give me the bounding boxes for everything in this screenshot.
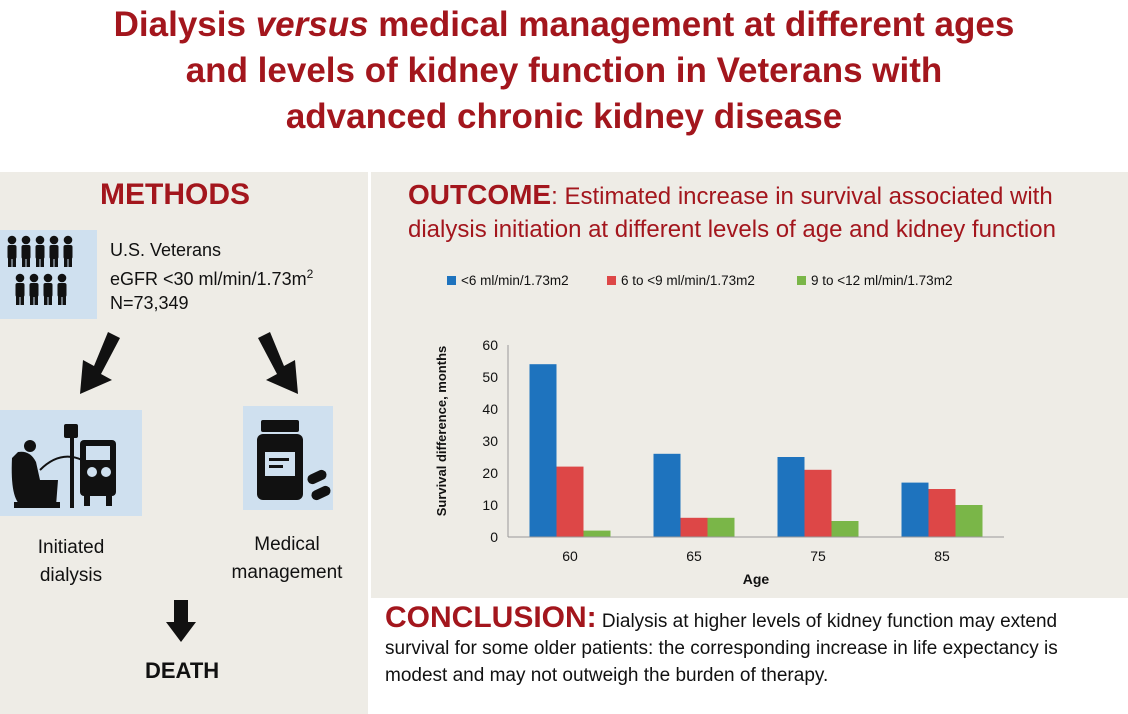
bar-series2-85 — [928, 489, 956, 537]
x-axis-label: Age — [743, 571, 770, 587]
bar-series2-65 — [680, 517, 708, 537]
population-line3: N=73,349 — [110, 293, 189, 313]
people-group-icon — [7, 235, 73, 305]
conclusion-text: CONCLUSION: Dialysis at higher levels of… — [385, 601, 1120, 689]
bar-series1-75 — [777, 457, 805, 537]
legend-swatch — [607, 275, 616, 285]
y-axis-label: Survival difference, months — [434, 346, 449, 517]
y-tick-label: 0 — [490, 529, 498, 545]
conclusion-body: Dialysis at higher levels of kidney func… — [385, 611, 1058, 686]
methods-heading: METHODS — [100, 178, 250, 211]
bar-series1-85 — [901, 482, 929, 537]
arrow-down-icon — [166, 600, 196, 642]
bar-series1-65 — [653, 453, 681, 537]
medication-icon — [243, 406, 333, 510]
outcome-heading: OUTCOME: Estimated increase in survival … — [408, 179, 1056, 243]
legend-item-series2: 6 to <9 ml/min/1.73m2 — [607, 273, 755, 288]
outcome-heading-label: OUTCOME — [408, 179, 552, 210]
title-line1-a: Dialysis — [113, 5, 256, 44]
bar-series2-75 — [804, 469, 832, 537]
population-line2: eGFR <30 ml/min/1.73m2 — [110, 267, 314, 289]
conclusion-heading: CONCLUSION: — [385, 601, 597, 634]
dialysis-icon — [0, 410, 142, 516]
initiated-dialysis-label: Initiated dialysis — [37, 537, 105, 586]
x-tick-label: 75 — [810, 548, 826, 564]
population-icon — [0, 230, 97, 319]
title-line1-em: versus — [255, 5, 369, 44]
bar-series3-65 — [707, 517, 735, 537]
population-line1: U.S. Veterans — [110, 240, 222, 260]
bar-series3-85 — [955, 505, 983, 537]
legend-item-series1: <6 ml/min/1.73m2 — [447, 273, 569, 288]
y-tick-label: 40 — [482, 401, 498, 417]
x-tick-label: 60 — [562, 548, 578, 564]
y-tick-label: 30 — [482, 433, 498, 449]
arrow-down-right-icon — [258, 332, 298, 394]
y-tick-label: 20 — [482, 465, 498, 481]
title-line1-b: medical management at different ages — [368, 5, 1015, 44]
x-tick-label: 85 — [934, 548, 950, 564]
x-tick-label: 65 — [686, 548, 702, 564]
conclusion-panel — [371, 598, 1128, 714]
death-label: DEATH — [145, 658, 220, 683]
arrow-down-left-icon — [80, 332, 120, 394]
legend-swatch — [447, 275, 456, 285]
title-line3: advanced chronic kidney disease — [285, 97, 843, 136]
y-tick-label: 10 — [482, 497, 498, 513]
bar-series2-60 — [556, 466, 584, 537]
y-tick-label: 60 — [482, 337, 498, 353]
medical-management-label: Medical management — [231, 534, 343, 583]
legend-swatch — [797, 275, 806, 285]
page-title: Dialysis versus medical management at di… — [0, 2, 1128, 140]
legend-item-series3: 9 to <12 ml/min/1.73m2 — [797, 273, 952, 288]
bar-series1-60 — [529, 364, 557, 537]
y-tick-label: 50 — [482, 369, 498, 385]
bar-series3-75 — [831, 521, 859, 537]
bar-series3-60 — [583, 530, 611, 537]
title-line2: and levels of kidney function in Veteran… — [185, 51, 943, 90]
bar-chart: 0 10 20 30 40 50 60 60 65 75 85 Age Survival diff… — [434, 337, 1004, 587]
population-description: U.S. Veterans eGFR <30 ml/min/1.73m2 N=7… — [110, 238, 313, 315]
